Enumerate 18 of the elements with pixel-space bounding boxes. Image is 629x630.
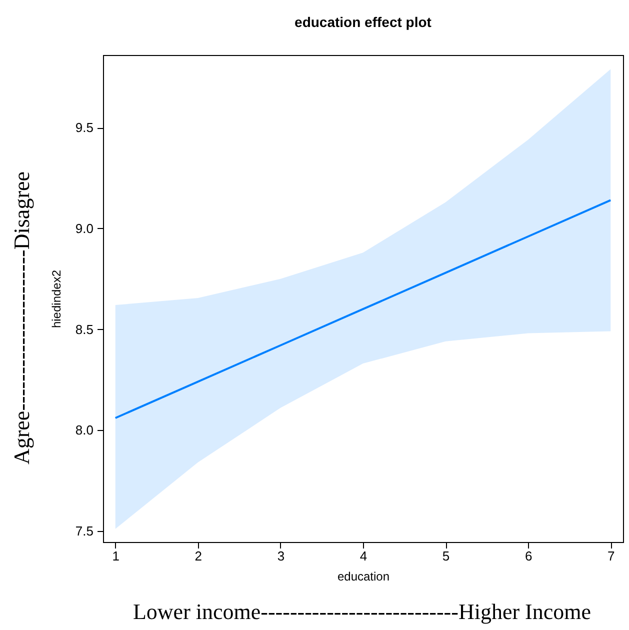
x-tick-label: 5 <box>442 548 450 564</box>
text: Agree----------------------Disagree <box>9 171 35 465</box>
text: Lower income---------------------------Higher Income <box>132 599 592 625</box>
x-tick-label: 4 <box>360 548 368 564</box>
y-tick-label: 9.5 <box>75 120 94 136</box>
y-axis-title: hiedindex2 <box>49 270 64 328</box>
y-tick-label: 9.0 <box>75 220 94 236</box>
x-tick-label: 6 <box>524 548 532 564</box>
x-tick-label: 2 <box>194 548 202 564</box>
line-series <box>114 199 612 419</box>
chart-title: education effect plot <box>294 14 432 30</box>
x-tick-label: 3 <box>277 548 285 564</box>
y-tick-label: 8.0 <box>75 422 94 438</box>
x-axis-title: education <box>337 570 390 584</box>
x-tick-label: 1 <box>112 548 120 564</box>
x-tick-label: 7 <box>608 548 615 564</box>
y-tick-label: 8.5 <box>75 322 94 337</box>
y-tick-label: 7.5 <box>75 523 94 538</box>
